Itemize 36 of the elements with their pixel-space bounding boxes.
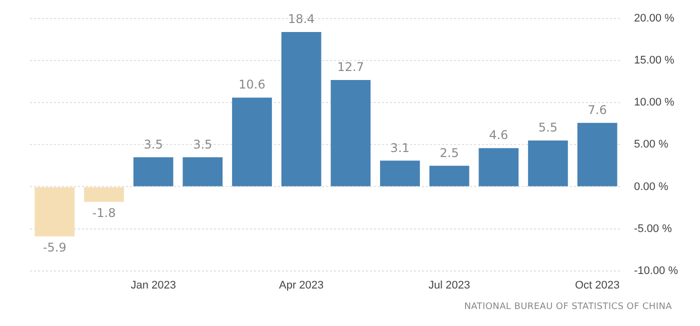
- y-tick-label: -10.00 %: [634, 264, 678, 277]
- data-label: 18.4: [288, 12, 315, 26]
- bar: [133, 157, 174, 186]
- bar: [380, 160, 420, 186]
- x-tick-label: Jan 2023: [130, 279, 176, 292]
- bar: [429, 166, 470, 186]
- bar: [232, 98, 272, 186]
- bar: [84, 187, 124, 202]
- bar: [182, 157, 223, 186]
- x-tick-label: Apr 2023: [278, 279, 324, 292]
- data-label: 3.5: [193, 137, 212, 152]
- data-label: 3.1: [390, 140, 410, 155]
- data-label: 7.6: [588, 102, 607, 117]
- data-label: 5.5: [538, 120, 558, 135]
- x-tick-label: Oct 2023: [574, 279, 620, 292]
- bar: [330, 80, 371, 186]
- y-tick-label: 10.00 %: [634, 96, 675, 109]
- data-label: 2.5: [440, 146, 459, 160]
- bar: [528, 140, 568, 186]
- data-label: -5.9: [42, 240, 66, 254]
- y-tick-label: 0.00 %: [634, 180, 668, 193]
- data-label: -1.8: [92, 206, 116, 220]
- bar: [478, 148, 519, 186]
- bar: [281, 32, 322, 186]
- data-label: 4.6: [489, 128, 508, 142]
- data-label: 3.5: [144, 137, 163, 152]
- data-label: 10.6: [238, 78, 266, 92]
- text: NATIONAL BUREAU OF STATISTICS OF CHINA: [464, 302, 672, 312]
- y-tick-label: 20.00 %: [634, 12, 675, 25]
- x-tick-label: Jul 2023: [428, 279, 470, 292]
- y-tick-label: 15.00 %: [634, 54, 675, 67]
- bar: [34, 187, 75, 236]
- y-tick-label: 5.00 %: [634, 138, 668, 151]
- y-tick-label: -5.00 %: [634, 222, 672, 235]
- data-label: 12.7: [337, 60, 364, 74]
- bar: [577, 122, 618, 186]
